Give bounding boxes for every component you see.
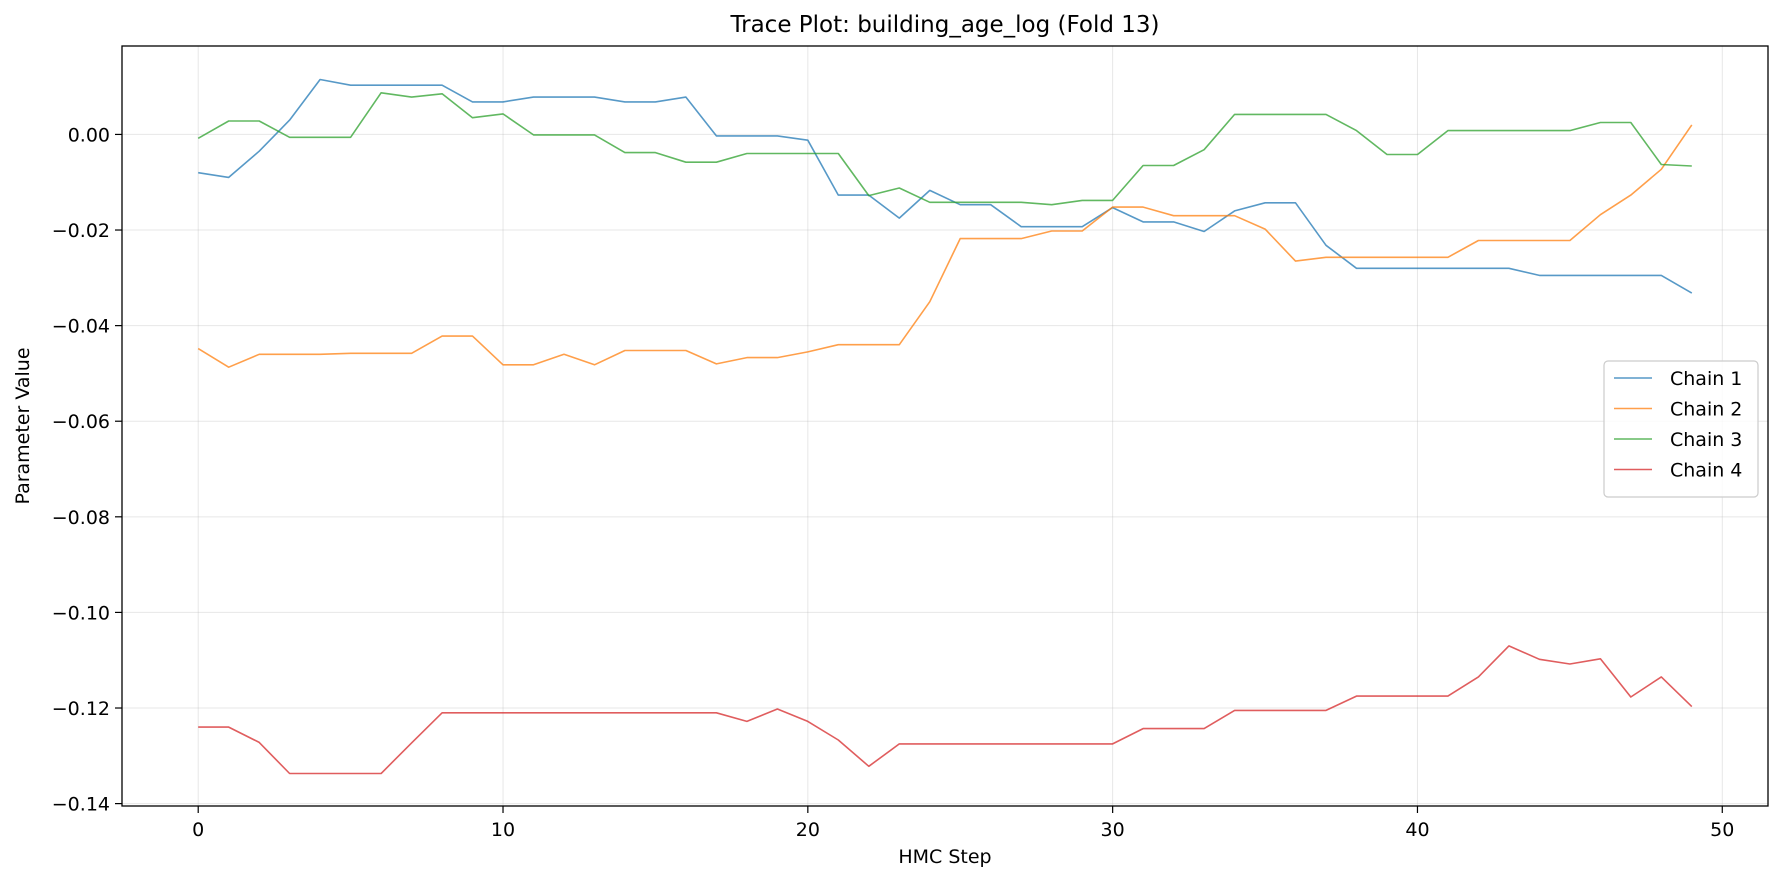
x-tick-label: 30 <box>1101 819 1125 841</box>
y-tick-label: −0.06 <box>52 411 110 433</box>
y-tick-label: 0.00 <box>68 124 110 146</box>
legend-label-chain-1: Chain 1 <box>1670 368 1742 390</box>
y-tick-label: −0.04 <box>52 316 110 338</box>
plot-area-frame <box>121 45 1769 807</box>
y-tick-label: −0.12 <box>52 698 110 720</box>
x-tick-label: 40 <box>1405 819 1429 841</box>
legend-label-chain-3: Chain 3 <box>1670 429 1742 451</box>
chart-title: Trace Plot: building_age_log (Fold 13) <box>729 12 1159 38</box>
legend-box <box>1603 360 1759 498</box>
x-tick-label: 10 <box>491 819 515 841</box>
axis-ticks: 0 10 20 30 40 50 0.00 −0.02 −0.04 −0.06 −0.08 −0.10… <box>52 124 1735 841</box>
x-tick-label: 0 <box>192 819 204 841</box>
x-tick-label: 20 <box>796 819 820 841</box>
legend-label-chain-4: Chain 4 <box>1670 460 1742 482</box>
y-tick-label: −0.02 <box>52 220 110 242</box>
series-lines <box>197 78 1693 775</box>
legend-label-chain-2: Chain 2 <box>1670 399 1742 421</box>
x-tick-label: 50 <box>1710 819 1734 841</box>
series-line-chain-1 <box>198 78 1693 294</box>
series-line-chain-3 <box>197 92 1692 206</box>
y-tick-label: −0.08 <box>52 507 110 529</box>
series-line-chain-4 <box>198 645 1693 775</box>
y-axis-title: Parameter Value <box>12 347 34 504</box>
y-tick-label: −0.10 <box>52 602 110 624</box>
grid-lines <box>122 46 1768 806</box>
y-tick-label: −0.14 <box>52 794 110 816</box>
x-axis-title: HMC Step <box>898 846 991 868</box>
series-line-chain-2 <box>197 124 1693 369</box>
legend: Chain 1 Chain 2 Chain 3 Chain 4 <box>1603 360 1759 498</box>
